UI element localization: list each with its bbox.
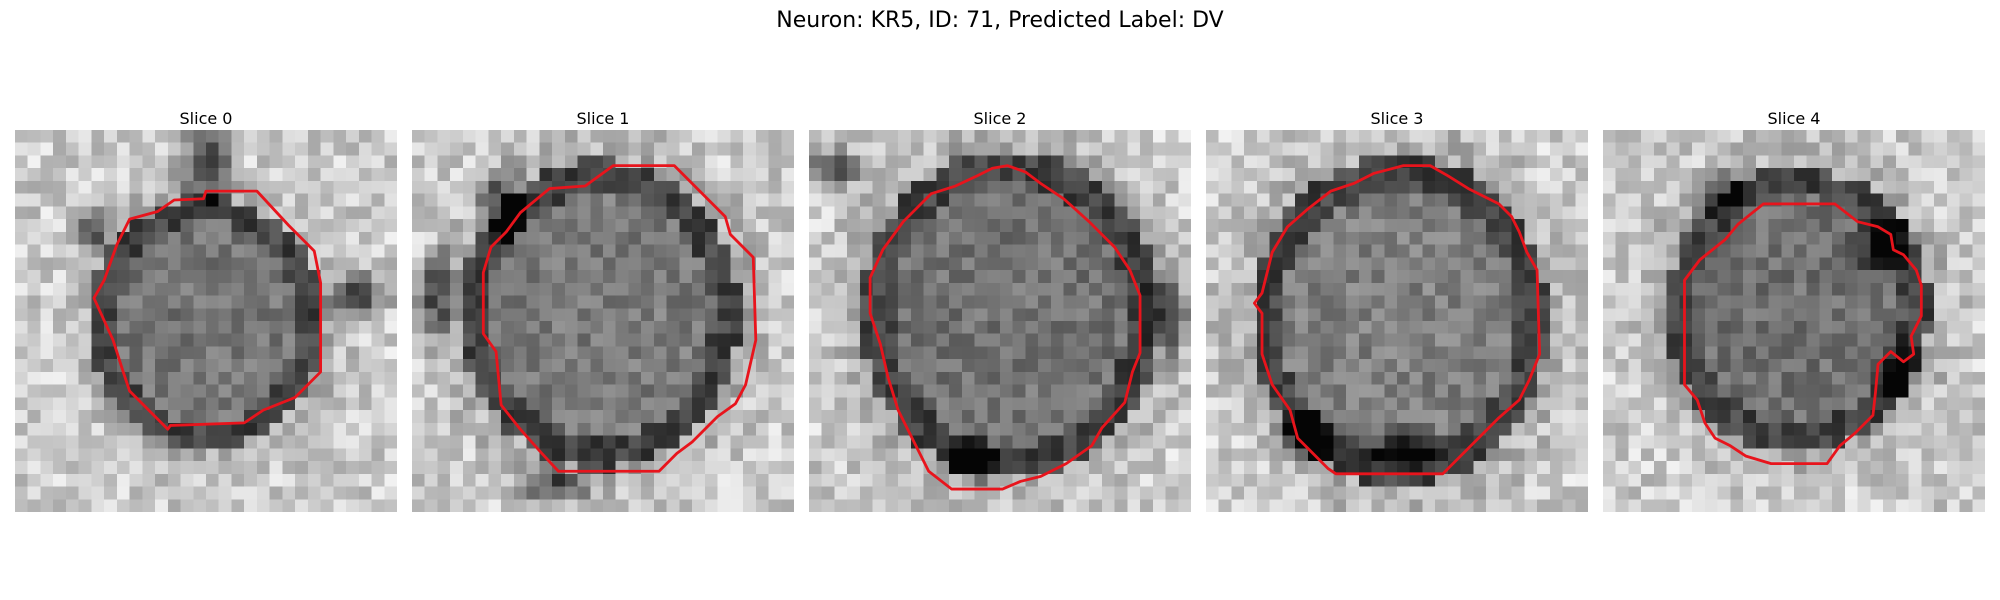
segmentation-contour	[481, 164, 758, 473]
slice-image-1	[412, 130, 794, 512]
slice-image-3	[1206, 130, 1588, 512]
slice-image-4	[1603, 130, 1985, 512]
slice-title-4: Slice 4	[1767, 109, 1821, 128]
segmentation-contour	[868, 164, 1142, 491]
segmentation-contour	[1252, 164, 1542, 476]
slice-image-0	[15, 130, 397, 512]
slice-panel-2: Slice 2	[809, 108, 1191, 512]
slice-title-2: Slice 2	[973, 109, 1027, 128]
slice-panel-4: Slice 4	[1603, 108, 1985, 512]
slice-panel-1: Slice 1	[412, 108, 794, 512]
slice-title-1: Slice 1	[576, 109, 630, 128]
figure-title: Neuron: KR5, ID: 71, Predicted Label: DV	[776, 8, 1224, 33]
slice-panel-3: Slice 3	[1206, 108, 1588, 512]
slice-title-3: Slice 3	[1370, 109, 1424, 128]
slice-title-0: Slice 0	[179, 109, 233, 128]
slice-image-2	[809, 130, 1191, 512]
segmentation-contour	[1683, 202, 1923, 466]
slice-panel-0: Slice 0	[15, 108, 397, 512]
segmentation-contour	[92, 189, 323, 431]
